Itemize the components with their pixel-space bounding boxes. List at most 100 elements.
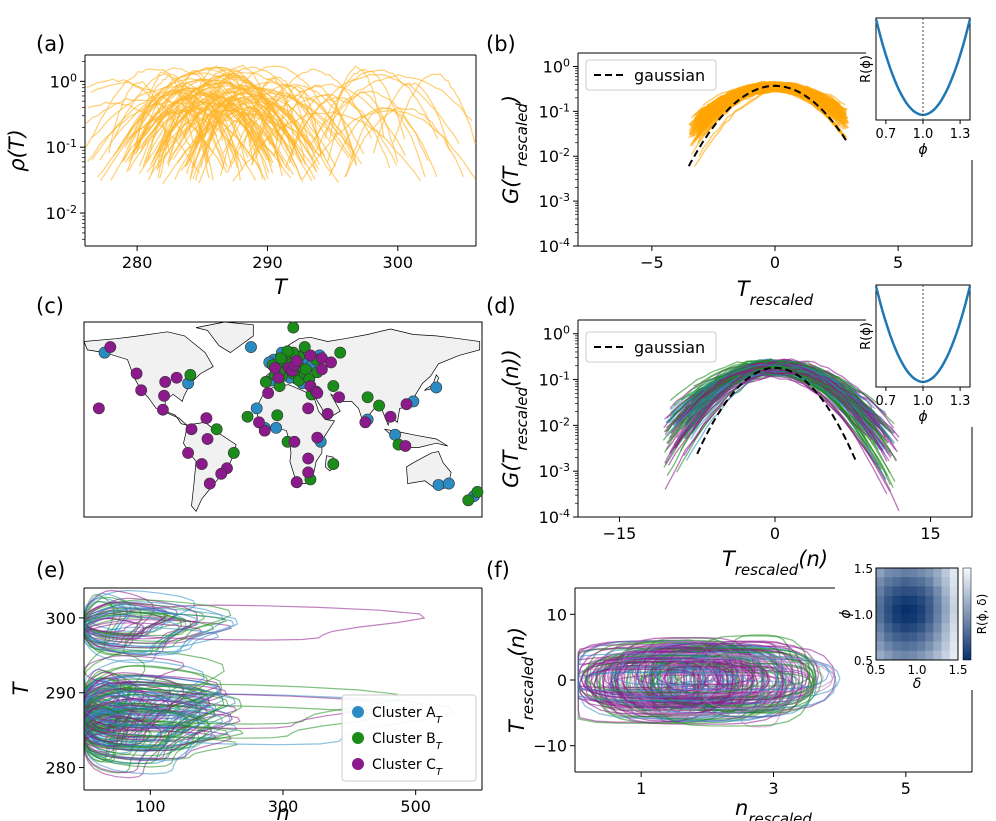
- heatmap-cell-9-7: [933, 650, 942, 661]
- panel-label-e: (e): [36, 558, 65, 582]
- station-B-28: [327, 458, 340, 470]
- inset-xtick-label-b-1: 1.0: [913, 127, 934, 142]
- station-C-20: [311, 431, 324, 444]
- inset-xtick-label-d-0: 0.7: [876, 394, 897, 409]
- inset-ylabel-b: R(ϕ): [859, 55, 874, 83]
- station-C-38: [195, 458, 208, 470]
- ytick-label-f-0: 10: [547, 605, 567, 624]
- loop-e-94: [84, 610, 167, 636]
- heatmap-cell-8-5: [917, 641, 926, 652]
- loop-f-156: [583, 655, 766, 694]
- curve-a-91: [166, 93, 248, 166]
- panel-label-b: (b): [486, 32, 516, 56]
- curve-b-118: [692, 85, 849, 143]
- heatmap-cell-1-2: [892, 577, 901, 587]
- legend-box-d: [585, 331, 717, 363]
- loop-e-124: [84, 723, 153, 756]
- heatmap-ytick-label-0: 1.5: [854, 562, 873, 576]
- heatmap-cell-4-7: [933, 604, 942, 615]
- loop-e-131: [84, 655, 185, 686]
- curve-a-103: [273, 85, 322, 158]
- heatmap-cell-4-0: [876, 604, 885, 615]
- curve-d-67: [673, 370, 896, 434]
- ytick-label-d-4: 10-4: [539, 507, 570, 528]
- curve-a-107: [136, 72, 194, 144]
- loop-e-148: [84, 596, 143, 656]
- curve-a-116: [96, 106, 292, 179]
- loop-e-135: [84, 606, 178, 638]
- heatmap-cell-0-2: [892, 568, 901, 578]
- xtick-label-b-0: −5: [640, 253, 664, 272]
- heatmap-cell-1-5: [917, 577, 926, 587]
- loop-e-119: [84, 617, 145, 649]
- xtick-label-e-2: 500: [400, 797, 431, 816]
- loop-e-42: [84, 592, 132, 645]
- heatmap-xtick-label-1: 1.0: [907, 663, 926, 677]
- heatmap-cell-9-0: [876, 650, 885, 661]
- station-C-18: [302, 466, 315, 479]
- ytick-label-a-0: 100: [50, 71, 77, 92]
- ytick-label-d-1: 10-1: [539, 369, 570, 390]
- heatmap-cell-8-6: [925, 641, 934, 652]
- xtick-label-f-2: 5: [901, 779, 911, 798]
- heatmap-cell-0-6: [925, 568, 934, 578]
- xlabel-b: Trescaled: [737, 277, 814, 309]
- station-A-28: [245, 341, 257, 353]
- xtick-label-e-1: 300: [268, 797, 299, 816]
- xlabel-e: n: [276, 801, 289, 821]
- heatmap-cell-7-6: [925, 632, 934, 642]
- xtick-label-a-0: 280: [122, 253, 153, 272]
- heatmap-cell-3-9: [949, 595, 959, 606]
- heatmap-cell-0-5: [917, 568, 926, 578]
- heatmap-cell-7-2: [892, 632, 901, 642]
- loop-e-109: [84, 599, 232, 643]
- curve-d-98: [692, 368, 897, 451]
- curve-a-89: [204, 64, 278, 138]
- ylabel-e: T: [9, 680, 33, 695]
- heatmap-cell-9-6: [925, 650, 934, 661]
- xtick-label-d-0: −15: [603, 524, 637, 543]
- station-A-21: [432, 479, 445, 491]
- legend-label-e-2: Cluster CT: [372, 757, 443, 778]
- station-C-26: [158, 389, 170, 402]
- loop-e-139: [84, 706, 127, 761]
- curve-a-46: [86, 78, 193, 149]
- station-C-17: [302, 452, 315, 465]
- panel-label-a: (a): [36, 32, 65, 56]
- ytick-label-f-1: 0: [557, 671, 567, 690]
- inset-xtick-label-b-0: 0.7: [876, 127, 897, 142]
- heatmap-cell-3-1: [884, 595, 893, 606]
- ytick-label-f-2: −10: [533, 737, 567, 756]
- heatmap-cell-7-0: [876, 632, 885, 642]
- heatmap-cell-6-2: [892, 623, 901, 633]
- gaussian-d: [696, 366, 857, 462]
- heatmap-cell-5-4: [908, 614, 918, 624]
- station-C-5: [269, 362, 281, 374]
- ytick-label-a-1: 10-1: [46, 137, 77, 158]
- loop-e-144: [84, 711, 131, 736]
- heatmap-cell-0-7: [933, 568, 942, 578]
- heatmap-cell-0-3: [900, 568, 910, 578]
- loop-e-12: [84, 589, 196, 633]
- ytick-label-d-0: 100: [543, 323, 570, 344]
- ylabel-d: G(Trescaled(n)): [499, 349, 531, 488]
- curve-a-80: [184, 66, 319, 138]
- xtick-label-f-0: 1: [636, 779, 646, 798]
- heatmap-cell-8-8: [941, 641, 951, 652]
- station-B-24: [287, 321, 300, 334]
- curve-a-65: [200, 97, 281, 168]
- xtick-label-a-2: 300: [383, 253, 414, 272]
- heatmap-cell-5-0: [876, 614, 885, 624]
- heatmap-cell-1-3: [900, 577, 910, 587]
- heatmap-cell-5-9: [949, 614, 959, 624]
- station-C-40: [92, 402, 105, 415]
- station-B-22: [274, 352, 287, 365]
- heatmap-cell-2-4: [908, 586, 918, 596]
- heatmap-cell-2-1: [884, 586, 893, 596]
- curve-a-17: [315, 69, 439, 140]
- station-B-43: [334, 346, 347, 359]
- heatmap-cell-2-6: [925, 586, 934, 596]
- heatmap-cell-3-2: [892, 595, 901, 606]
- station-C-16: [288, 435, 301, 448]
- panel-label-d: (d): [486, 294, 516, 318]
